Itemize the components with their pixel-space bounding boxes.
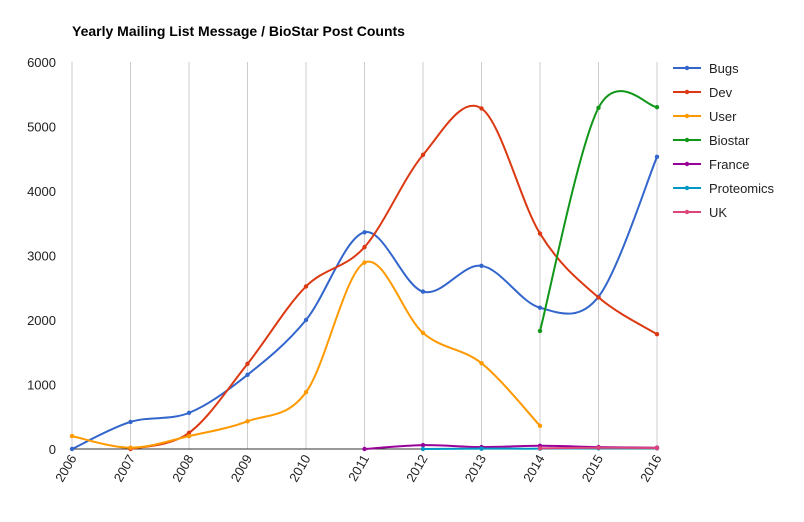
series-line-bugs	[71, 156, 658, 450]
legend-label-proteomics: Proteomics	[709, 181, 775, 196]
legend-label-bugs: Bugs	[709, 61, 739, 76]
data-point-user	[245, 419, 250, 424]
data-point-dev	[245, 361, 250, 367]
series-line-user	[71, 260, 541, 449]
x-tick-label: 2011	[345, 452, 372, 484]
y-tick-label: 3000	[27, 249, 56, 264]
data-point-user	[362, 260, 367, 265]
data-point-dev	[420, 152, 426, 158]
data-point-dev	[596, 295, 601, 300]
legend-label-france: France	[709, 157, 749, 172]
legend-marker-proteomics	[684, 185, 690, 191]
data-point-bugs	[128, 419, 133, 425]
data-point-user	[69, 433, 75, 439]
data-point-dev	[186, 430, 192, 436]
y-axis-ticks: 0 1000 2000 3000 4000 5000 6000	[27, 55, 56, 457]
data-point-dev	[303, 284, 309, 289]
x-tick-label: 2009	[228, 452, 255, 485]
series-line-dev	[130, 104, 658, 450]
data-point-bugs	[303, 317, 309, 323]
x-tick-label: 2012	[403, 452, 430, 485]
data-point-uk	[596, 445, 601, 450]
data-point-bugs	[654, 154, 660, 160]
legend-marker-bugs	[684, 65, 690, 71]
legend-marker-dev	[684, 89, 690, 95]
data-point-biostar	[654, 104, 660, 110]
legend: Bugs Dev User Biostar France Proteomics UK	[673, 61, 775, 220]
x-tick-label: 2013	[462, 452, 489, 485]
legend-marker-user	[684, 113, 690, 119]
data-point-dev	[654, 331, 660, 337]
x-tick-label: 2010	[286, 452, 313, 485]
series-lines	[69, 90, 660, 452]
y-tick-label: 0	[49, 442, 56, 457]
data-point-dev	[362, 244, 367, 250]
series-line-biostar	[539, 90, 658, 332]
data-point-france	[362, 446, 367, 452]
data-point-proteomics	[479, 446, 484, 451]
data-point-bugs	[186, 410, 192, 416]
data-point-bugs	[420, 289, 426, 294]
data-point-bugs	[479, 263, 484, 269]
data-point-uk	[537, 446, 543, 451]
x-tick-label: 2015	[579, 452, 606, 485]
y-tick-label: 2000	[27, 313, 56, 328]
legend-marker-france	[684, 161, 690, 167]
data-point-uk	[654, 445, 660, 451]
chart-title: Yearly Mailing List Message / BioStar Po…	[72, 23, 405, 39]
data-point-user	[537, 423, 543, 428]
data-point-user	[303, 390, 309, 395]
y-tick-label: 1000	[27, 378, 56, 393]
data-point-user	[128, 445, 133, 450]
y-tick-label: 4000	[27, 184, 56, 199]
data-point-biostar	[596, 105, 601, 110]
legend-marker-uk	[684, 209, 690, 215]
data-point-bugs	[537, 305, 543, 310]
x-tick-label: 2008	[169, 452, 196, 485]
data-point-proteomics	[420, 446, 426, 452]
data-point-france	[420, 442, 426, 448]
x-tick-label: 2014	[520, 452, 547, 485]
data-point-bugs	[362, 230, 367, 235]
x-axis-ticks: 2006 2007 2008 2009 2010 2011 2012 2013 2014 2015…	[52, 452, 664, 485]
grid-lines	[71, 62, 658, 449]
y-tick-label: 6000	[27, 55, 56, 70]
data-point-user	[479, 361, 484, 366]
x-tick-label: 2016	[637, 452, 664, 485]
data-point-bugs	[69, 446, 75, 452]
legend-label-biostar: Biostar	[709, 133, 750, 148]
data-point-user	[186, 433, 192, 439]
legend-label-uk: UK	[709, 205, 727, 220]
y-tick-label: 5000	[27, 120, 56, 135]
legend-label-user: User	[709, 109, 737, 124]
data-point-biostar	[537, 328, 543, 334]
data-point-dev	[537, 231, 543, 236]
legend-marker-biostar	[684, 137, 690, 143]
data-point-user	[420, 330, 426, 336]
data-point-dev	[479, 106, 484, 111]
x-tick-label: 2006	[52, 452, 79, 485]
legend-label-dev: Dev	[709, 85, 733, 100]
data-point-bugs	[245, 372, 250, 378]
x-tick-label: 2007	[111, 452, 138, 485]
